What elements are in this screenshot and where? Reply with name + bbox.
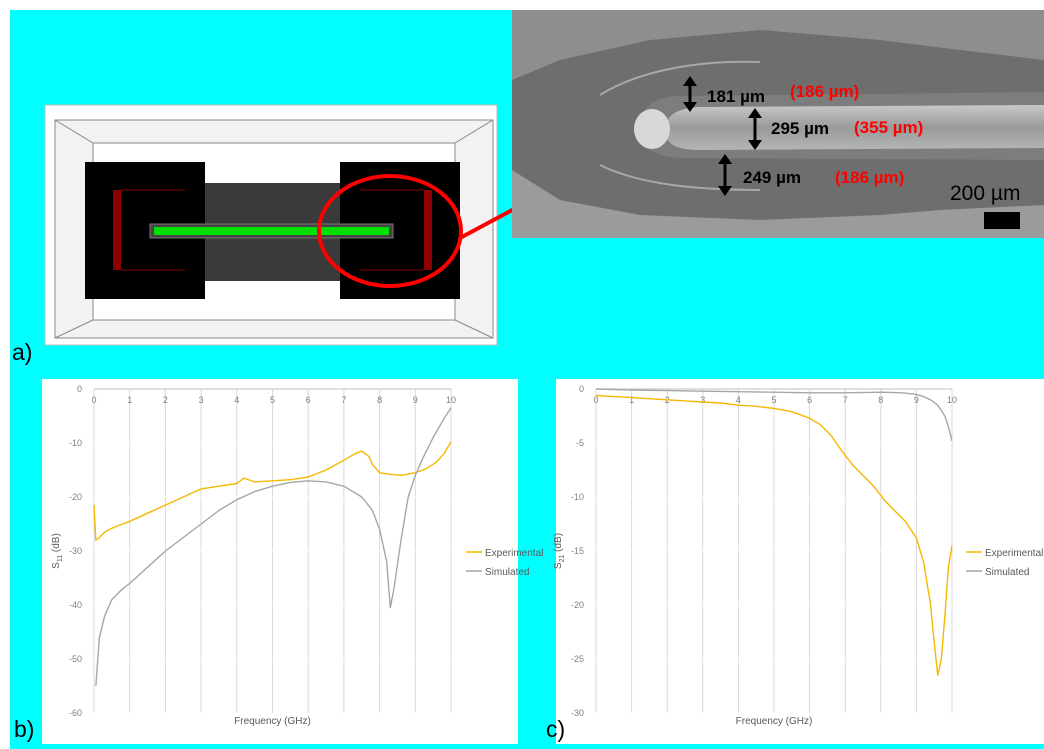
chart-c-legend-label: Simulated bbox=[985, 567, 1029, 578]
chart-c-x-tick-label: 6 bbox=[807, 395, 812, 405]
chart-b-y-tick-label: -60 bbox=[69, 708, 82, 718]
chart-c-x-tick-label: 1 bbox=[629, 395, 634, 405]
device-layout bbox=[44, 104, 638, 346]
chart-c-legend-label: Experimental bbox=[985, 548, 1043, 559]
chart-c-x-tick-label: 3 bbox=[700, 395, 705, 405]
chart-b-background bbox=[42, 379, 518, 744]
left-port bbox=[113, 190, 121, 270]
chart-b-x-axis-label: Frequency (GHz) bbox=[234, 716, 311, 727]
chart-b-x-tick-label: 0 bbox=[91, 395, 96, 405]
highlight-ellipse bbox=[317, 174, 463, 288]
chart-c-x-tick-label: 5 bbox=[771, 395, 776, 405]
chart-b-x-tick-label: 5 bbox=[270, 395, 275, 405]
chart-b-x-tick-label: 4 bbox=[234, 395, 239, 405]
conductor-trace bbox=[154, 227, 389, 235]
chart-c-x-axis-label: Frequency (GHz) bbox=[736, 716, 813, 727]
chart-c-y-tick-label: -20 bbox=[571, 600, 584, 610]
chart-b-y-tick-label: -20 bbox=[69, 492, 82, 502]
chart-s11: 0 1 2 3 4 5 6 7 8 9 10 0 -10 -20 -30 -40 -50 -60 Frequency… bbox=[42, 379, 543, 744]
panel-label-a: a) bbox=[12, 339, 33, 365]
measurement-3-design: (186 µm) bbox=[835, 168, 904, 187]
chart-b-x-tick-label: 3 bbox=[199, 395, 204, 405]
chart-b-series-experimental bbox=[93, 441, 452, 541]
chart-c-x-tick-label: 8 bbox=[878, 395, 883, 405]
measurement-arrows bbox=[683, 76, 762, 196]
chart-b-x-tick-label: 6 bbox=[306, 395, 311, 405]
chart-c-y-tick-label: -30 bbox=[571, 708, 584, 718]
chart-c-x-tick-label: 4 bbox=[736, 395, 741, 405]
chart-b-y-tick-label: -50 bbox=[69, 654, 82, 664]
scale-bar bbox=[984, 212, 1020, 229]
chart-c-y-tick-label: -15 bbox=[571, 546, 584, 556]
chart-b-x-tick-label: 2 bbox=[163, 395, 168, 405]
chart-b-x-tick-label: 1 bbox=[127, 395, 132, 405]
chart-c-series-experimental bbox=[595, 394, 953, 676]
chart-b-x-tick-label: 8 bbox=[377, 395, 382, 405]
chart-c-y-tick-label: -5 bbox=[576, 438, 584, 448]
chart-c-y-tick-label: 0 bbox=[579, 384, 584, 394]
chart-b-legend-label: Experimental bbox=[485, 548, 543, 559]
chart-b-x-tick-label: 10 bbox=[446, 395, 456, 405]
measurement-3-value: 249 µm bbox=[743, 168, 801, 187]
chart-b-y-tick-label: -40 bbox=[69, 600, 82, 610]
chart-c-y-axis-label: S21 (dB) bbox=[553, 533, 566, 569]
measurement-1-design: (186 µm) bbox=[790, 82, 859, 101]
chart-b-series-simulated bbox=[95, 407, 452, 687]
chart-c-x-tick-label: 10 bbox=[947, 395, 957, 405]
measurement-2-design: (355 µm) bbox=[854, 118, 923, 137]
chart-c-x-tick-label: 7 bbox=[843, 395, 848, 405]
chart-c-y-tick-label: -10 bbox=[571, 492, 584, 502]
measurement-2-value: 295 µm bbox=[771, 119, 829, 138]
sem-trace-tip bbox=[634, 109, 670, 149]
chart-c-series-simulated bbox=[595, 388, 953, 441]
chart-c-y-tick-label: -25 bbox=[571, 654, 584, 664]
chart-c-x-tick-label: 9 bbox=[914, 395, 919, 405]
chart-b-y-tick-label: 0 bbox=[77, 384, 82, 394]
chart-b-y-tick-label: -10 bbox=[69, 438, 82, 448]
panel-label-b: b) bbox=[14, 716, 35, 742]
chart-s21: 0 1 2 3 4 5 6 7 8 9 100-5-10-15-20-25-30Frequency … bbox=[553, 379, 1044, 744]
chart-b-y-axis-label: S11 (dB) bbox=[51, 533, 64, 569]
chart-c-background bbox=[556, 379, 1044, 744]
scale-bar-label: 200 µm bbox=[950, 182, 1020, 205]
chart-b-x-tick-label: 9 bbox=[413, 395, 418, 405]
chart-b-y-tick-label: -30 bbox=[69, 546, 82, 556]
panel-label-c: c) bbox=[546, 716, 566, 742]
right-port bbox=[424, 190, 432, 270]
chart-b-x-tick-label: 7 bbox=[341, 395, 346, 405]
measurement-1-value: 181 µm bbox=[707, 87, 765, 106]
chart-c-x-tick-label: 0 bbox=[593, 395, 598, 405]
chart-b-legend-label: Simulated bbox=[485, 567, 529, 578]
